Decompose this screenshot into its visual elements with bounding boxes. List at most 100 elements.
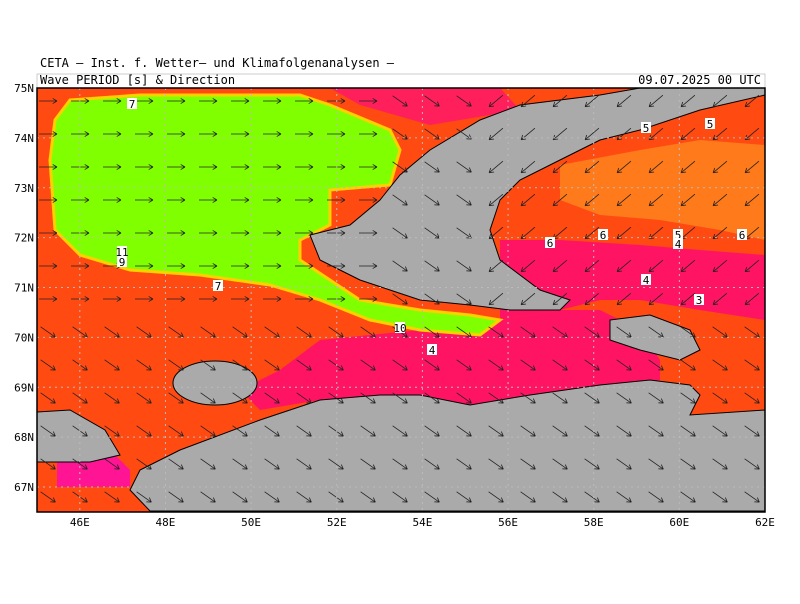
lat-tick-label: 71N [14,282,34,295]
direction-arrow [456,293,472,305]
direction-arrow [359,197,378,203]
direction-arrow [231,98,250,104]
lat-tick-label: 69N [14,381,34,394]
contour-label: 4 [429,344,436,357]
direction-arrow [456,128,472,140]
contour-label: 6 [547,237,554,250]
direction-arrow [231,296,250,302]
direction-arrow [200,458,216,470]
field-low [240,310,660,410]
lon-tick-label: 46E [70,516,90,529]
direction-arrow [424,326,440,338]
direction-arrow [712,193,728,207]
direction-arrow [648,160,664,174]
direction-arrow [712,259,728,273]
direction-arrow [359,98,378,104]
lon-tick-label: 56E [498,516,518,529]
direction-arrow [616,226,632,240]
direction-arrow [488,193,504,207]
direction-arrow [424,128,440,140]
direction-arrow [135,164,154,170]
direction-arrow [360,392,376,404]
direction-arrow [584,458,600,470]
direction-arrow [520,392,536,404]
direction-arrow [712,458,728,470]
direction-arrow [712,226,728,240]
direction-arrow [488,458,504,470]
contour-label: 4 [643,274,650,287]
direction-arrow [584,259,600,273]
direction-arrow [296,392,312,404]
direction-arrow [136,359,152,371]
direction-arrow [231,230,250,236]
direction-arrow [200,359,216,371]
direction-arrow [328,392,344,404]
contour-label-bg [673,229,683,240]
direction-arrow [135,131,154,137]
direction-arrow [136,491,152,503]
lon-tick-label: 52E [327,516,347,529]
direction-arrow [360,491,376,503]
direction-arrow [616,425,632,437]
direction-arrow [616,94,632,108]
direction-arrow [680,160,696,174]
field-green [48,93,504,337]
contour-label: 10 [393,322,406,335]
contour-label-bg [117,256,127,267]
contour-label: 5 [675,229,682,242]
direction-arrow [424,359,440,371]
direction-arrow [520,425,536,437]
direction-arrow [359,230,378,236]
direction-arrow [456,95,472,107]
direction-arrow [520,491,536,503]
direction-arrow [104,359,120,371]
direction-arrow [424,458,440,470]
direction-arrow [552,458,568,470]
direction-arrow [680,491,696,503]
direction-arrow [584,127,600,141]
direction-arrow [40,458,56,470]
direction-arrow [552,259,568,273]
map-area [37,88,765,512]
direction-arrow [104,392,120,404]
direction-arrow [616,458,632,470]
direction-arrow [167,131,186,137]
direction-arrow [488,160,504,174]
direction-arrow [648,458,664,470]
direction-arrow [648,259,664,273]
direction-arrow [327,197,346,203]
contour-label-bg [545,237,555,248]
direction-arrow [232,392,248,404]
direction-arrow [264,491,280,503]
direction-arrow [648,425,664,437]
direction-arrow [200,491,216,503]
direction-arrow [648,491,664,503]
contour-label: 9 [119,256,126,269]
direction-arrow [456,359,472,371]
direction-arrow [488,425,504,437]
direction-arrow [552,491,568,503]
direction-arrow [263,98,282,104]
direction-arrow [327,230,346,236]
lat-tick-label: 74N [14,132,34,145]
contour-label: 5 [707,118,714,131]
direction-arrow [392,161,408,173]
direction-arrow [744,292,760,306]
direction-arrow [327,263,346,269]
direction-arrow [167,98,186,104]
direction-arrow [712,491,728,503]
direction-arrow [359,263,378,269]
direction-arrow [328,491,344,503]
direction-arrow [167,263,186,269]
direction-arrow [327,296,346,302]
direction-arrow [392,194,408,206]
direction-arrow [135,296,154,302]
contour-label-bg [694,294,704,305]
direction-arrow [744,259,760,273]
direction-arrow [231,164,250,170]
lat-tick-label: 73N [14,182,34,195]
direction-arrow [231,131,250,137]
direction-arrow [616,392,632,404]
direction-arrow [680,259,696,273]
direction-arrow [359,296,378,302]
